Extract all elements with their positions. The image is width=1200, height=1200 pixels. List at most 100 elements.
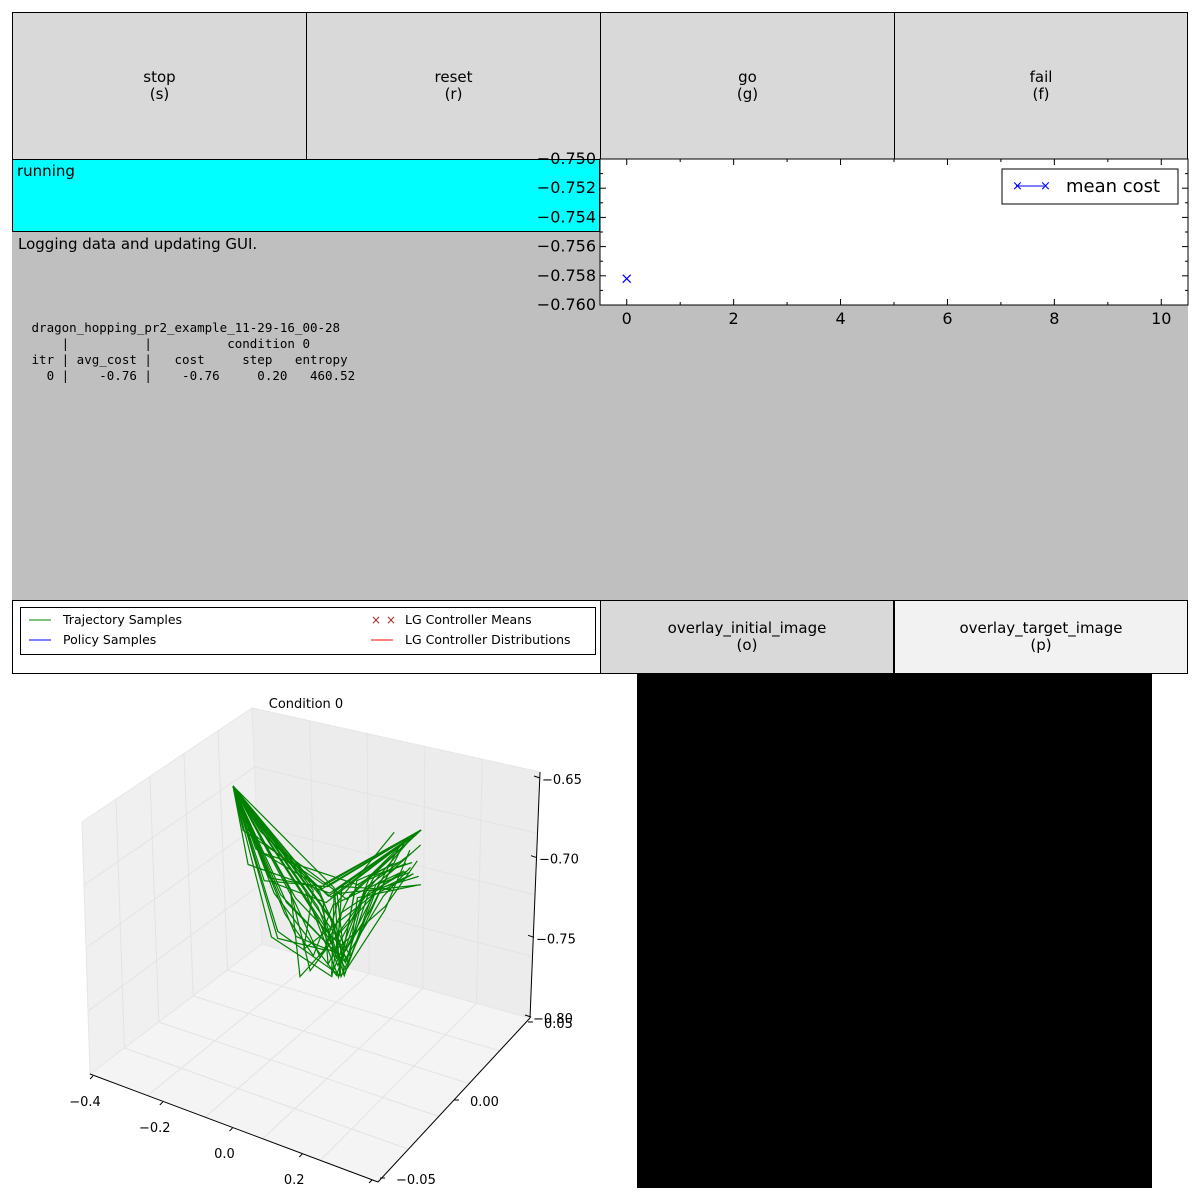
overlay-target-key: (p): [1030, 636, 1052, 654]
plot3d-z-tick-label: −0.70: [539, 853, 579, 868]
svg-text:×: ×: [371, 615, 381, 625]
plot3d-x-tick: [89, 1075, 94, 1080]
plot3d-grid-line: [204, 973, 370, 1118]
trajectory-sample-line: [232, 785, 422, 887]
cost-y-tick-label: −0.760: [537, 295, 596, 314]
cost-x-tick-label: 10: [1151, 309, 1171, 328]
trajectory-sample-line: [232, 785, 422, 901]
plot3d-z-tick: [530, 855, 538, 859]
trajectory-samples-lines: [232, 785, 422, 980]
plot3d-grid-line: [83, 766, 255, 886]
log-panel-extension: [600, 305, 1188, 600]
cost-y-tick-label: −0.752: [537, 178, 596, 197]
overlay-initial-image-button[interactable]: overlay_initial_image (o): [600, 600, 894, 674]
go-button-key: (g): [736, 85, 759, 103]
plot3d-z-tick-label: −0.75: [536, 932, 576, 947]
cost-x-tick-label: 0: [622, 309, 632, 328]
fail-button[interactable]: fail (f): [894, 12, 1188, 160]
plot3d-x-tick-label: 0.0: [214, 1147, 235, 1162]
log-message: Logging data and updating GUI.: [18, 235, 258, 253]
stop-button[interactable]: stop (s): [12, 12, 307, 160]
plot3d-grid-line: [147, 958, 316, 1096]
plot3d-grid-line: [87, 884, 260, 1012]
cost-x-tick-label: 6: [942, 309, 952, 328]
cost-legend-marker-right: ×: [1040, 179, 1051, 194]
cost-y-tick-label: −0.756: [537, 237, 596, 256]
plot3d-z-tick: [527, 934, 535, 938]
cost-x-tick-label: 8: [1049, 309, 1059, 328]
cost-y-tick-label: −0.754: [537, 207, 596, 226]
plot3d-x-tick: [159, 1101, 164, 1106]
cost-legend: × × mean cost: [1001, 168, 1179, 205]
plot3d-grid-line: [320, 1002, 477, 1161]
plot3d-grid-line: [262, 988, 424, 1140]
plot3d-y-tick-label: 0.05: [544, 1017, 573, 1032]
trajectory-sample-line: [232, 785, 422, 890]
legend-lg-controller-means: × × LG Controller Means: [371, 612, 532, 627]
legend-policy-samples-label: Policy Samples: [63, 632, 157, 647]
plot3d-grid-line: [124, 1047, 409, 1150]
log-table: dragon_hopping_pr2_example_11-29-16_00-2…: [31, 320, 356, 383]
plot3d-y-tick-label: 0.00: [470, 1095, 499, 1110]
trajectory-sample-line: [232, 785, 399, 979]
status-text: running: [17, 162, 75, 180]
go-button[interactable]: go (g): [600, 12, 895, 160]
plot3d-x-axis: [89, 1073, 379, 1183]
trajectory-legend: Trajectory Samples Policy Samples × × LG …: [20, 607, 596, 655]
camera-image-view: [637, 674, 1152, 1188]
plot3d-title: Condition 0: [269, 697, 343, 712]
overlay-initial-key: (o): [736, 636, 758, 654]
plot3d-x-tick-label: −0.4: [69, 1095, 101, 1110]
trajectory-sample-line: [232, 785, 422, 898]
plot3d-grid-line: [227, 969, 500, 1052]
stop-button-label: stop: [143, 68, 176, 86]
trajectory-sample-line: [232, 785, 421, 957]
plot3d-z-tick: [533, 775, 541, 779]
legend-lg-controller-distributions-label: LG Controller Distributions: [405, 632, 571, 647]
svg-text:×: ×: [386, 615, 395, 625]
plot3d-grid-line: [158, 1021, 439, 1117]
plot3d-grid-line: [256, 825, 536, 896]
cost-y-tick-label: −0.750: [537, 149, 596, 168]
plot3d-z-tick-label: −0.80: [533, 1012, 573, 1027]
fail-button-key: (f): [1032, 85, 1050, 103]
plot3d-z-axis: [529, 771, 541, 1019]
reset-button-label: reset: [434, 68, 473, 86]
cost-legend-label: mean cost: [1066, 176, 1160, 197]
status-indicator: running: [12, 159, 600, 232]
trajectory-sample-line: [232, 785, 422, 904]
overlay-target-label: overlay_target_image: [959, 619, 1123, 637]
overlay-initial-label: overlay_initial_image: [667, 619, 827, 637]
trajectory-legend-panel: Trajectory Samples Policy Samples × × LG …: [12, 600, 600, 674]
plot3d-y-tick-label: −0.05: [396, 1173, 436, 1188]
cost-x-tick-label: 2: [729, 309, 739, 328]
plot3d-z-tick-label: −0.65: [542, 773, 582, 788]
mean-cost-chart: −0.750 −0.752 −0.754 −0.756 −0.758 −0.760 0 2 4…: [537, 149, 1189, 328]
go-button-label: go: [738, 68, 757, 86]
legend-policy-samples: Policy Samples: [29, 632, 156, 647]
log-panel: Logging data and updating GUI. dragon_ho…: [12, 232, 600, 600]
overlay-target-image-button[interactable]: overlay_target_image (p): [894, 600, 1188, 674]
cost-x-tick-label: 4: [835, 309, 845, 328]
trajectory-sample-line: [232, 785, 411, 962]
trajectory-3d-plot: Condition 0 −0.4−0.20.00.20.4−0.050.000.…: [69, 697, 582, 1200]
trajectory-sample-line: [232, 785, 422, 885]
plot3d-x-tick-label: −0.2: [139, 1121, 171, 1136]
legend-lg-controller-distributions: LG Controller Distributions: [371, 632, 571, 647]
legend-trajectory-samples: Trajectory Samples: [29, 612, 182, 627]
fail-button-label: fail: [1029, 68, 1053, 86]
stop-button-key: (s): [149, 85, 170, 103]
reset-button[interactable]: reset (r): [306, 12, 601, 160]
plot3d-x-tick: [298, 1153, 303, 1158]
trajectory-sample-line: [232, 785, 417, 958]
cost-y-tick-label: −0.758: [537, 266, 596, 285]
plot3d-grid-line: [85, 825, 258, 949]
plot3d-z-tick: [524, 1014, 532, 1018]
cost-legend-marker-left: ×: [1012, 179, 1023, 194]
plot3d-x-tick: [368, 1179, 373, 1184]
plot3d-x-tick: [229, 1127, 233, 1132]
plot3d-x-tick-label: 0.2: [284, 1173, 305, 1188]
trajectory-sample-line: [232, 785, 422, 894]
reset-button-key: (r): [444, 85, 463, 103]
legend-trajectory-samples-label: Trajectory Samples: [63, 612, 183, 627]
